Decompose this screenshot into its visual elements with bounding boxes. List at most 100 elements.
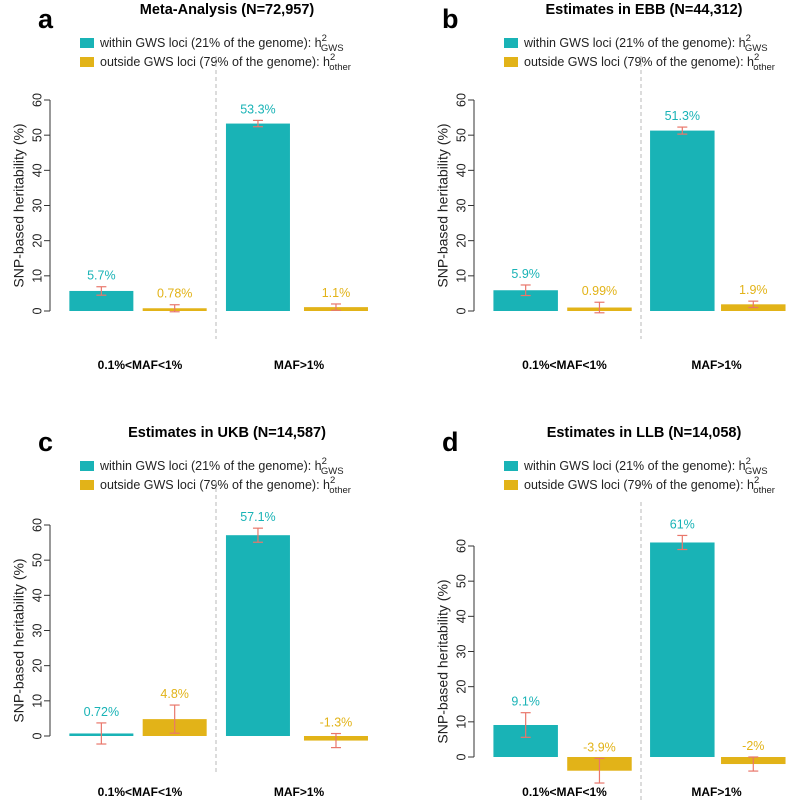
y-tick-label: 20 bbox=[30, 659, 44, 673]
legend-label-outside: outside GWS loci (79% of the genome): h2… bbox=[524, 475, 775, 496]
legend-label-outside: outside GWS loci (79% of the genome): h2… bbox=[100, 475, 351, 496]
legend-sub-outside: other bbox=[753, 62, 775, 73]
panel-c: c Estimates in UKB (N=14,587) within GWS l… bbox=[11, 425, 368, 799]
y-tick-label: 10 bbox=[454, 269, 468, 283]
bar-within-1 bbox=[650, 542, 715, 757]
y-tick-label: 10 bbox=[454, 715, 468, 729]
legend-text-outside: outside GWS loci (79% of the genome): h bbox=[100, 478, 330, 492]
y-tick-label: 20 bbox=[454, 234, 468, 248]
y-tick-label: 0 bbox=[454, 753, 468, 760]
y-tick-label: 20 bbox=[30, 234, 44, 248]
y-tick-label: 30 bbox=[454, 645, 468, 659]
value-label: 5.7% bbox=[87, 269, 116, 283]
y-tick-label: 0 bbox=[30, 732, 44, 739]
legend: within GWS loci (21% of the genome): h2 G… bbox=[504, 33, 775, 73]
legend-sub-outside: other bbox=[329, 485, 351, 496]
legend-sup-outside: 2 bbox=[330, 52, 335, 63]
y-tick-label: 50 bbox=[30, 128, 44, 142]
legend-sub-outside: other bbox=[753, 485, 775, 496]
legend-text-outside: outside GWS loci (79% of the genome): h bbox=[100, 55, 330, 69]
panel-letter: c bbox=[38, 427, 53, 457]
category-label: MAF>1% bbox=[691, 785, 742, 799]
legend-sub-within: GWS bbox=[745, 43, 768, 54]
legend-sub-within: GWS bbox=[745, 466, 768, 477]
value-label: -2% bbox=[742, 739, 764, 753]
category-label: 0.1%<MAF<1% bbox=[522, 358, 607, 372]
y-tick-label: 0 bbox=[30, 307, 44, 314]
y-tick-label: 50 bbox=[454, 128, 468, 142]
legend-label-within: within GWS loci (21% of the genome): h2 G… bbox=[99, 456, 344, 477]
panel-a: a Meta-Analysis (N=72,957) within GWS loci… bbox=[11, 2, 368, 372]
value-label: 0.72% bbox=[84, 705, 119, 719]
legend-sup-within: 2 bbox=[322, 456, 327, 467]
y-tick-label: 30 bbox=[454, 199, 468, 213]
y-axis: 0 10 20 30 40 50 60 bbox=[454, 93, 475, 314]
category-label: 0.1%<MAF<1% bbox=[98, 358, 183, 372]
y-tick-label: 50 bbox=[30, 553, 44, 567]
value-label: -1.3% bbox=[320, 716, 353, 730]
y-tick-label: 10 bbox=[30, 269, 44, 283]
legend-label-outside: outside GWS loci (79% of the genome): h2… bbox=[524, 52, 775, 73]
chart-title: Meta-Analysis (N=72,957) bbox=[140, 2, 315, 18]
y-tick-label: 40 bbox=[454, 163, 468, 177]
value-label: 51.3% bbox=[665, 109, 700, 123]
value-label: 4.8% bbox=[160, 687, 189, 701]
y-axis: 0 10 20 30 40 50 60 bbox=[30, 93, 51, 314]
value-label: 1.9% bbox=[739, 283, 768, 297]
panel-letter: a bbox=[38, 4, 54, 34]
chart-title: Estimates in LLB (N=14,058) bbox=[547, 425, 742, 441]
legend-text-outside: outside GWS loci (79% of the genome): h bbox=[524, 55, 754, 69]
y-axis-label: SNP-based heritability (%) bbox=[435, 123, 451, 287]
bar-within-1 bbox=[225, 123, 290, 311]
legend-sup-outside: 2 bbox=[754, 475, 759, 486]
y-tick-label: 50 bbox=[454, 574, 468, 588]
value-label: 0.78% bbox=[157, 287, 192, 301]
value-label: -3.9% bbox=[583, 740, 616, 754]
legend-text-outside: outside GWS loci (79% of the genome): h bbox=[524, 478, 754, 492]
y-tick-label: 20 bbox=[454, 680, 468, 694]
chart-title: Estimates in UKB (N=14,587) bbox=[128, 425, 326, 441]
y-axis: 0 10 20 30 40 50 60 bbox=[30, 518, 51, 739]
bar-within-1 bbox=[225, 535, 290, 736]
y-tick-label: 40 bbox=[454, 609, 468, 623]
category-label: 0.1%<MAF<1% bbox=[98, 785, 183, 799]
y-axis-label: SNP-based heritability (%) bbox=[11, 123, 27, 287]
legend-sup-within: 2 bbox=[746, 33, 751, 44]
legend-swatch-within bbox=[504, 38, 518, 48]
y-tick-label: 0 bbox=[454, 307, 468, 314]
y-tick-label: 10 bbox=[30, 694, 44, 708]
legend-label-within: within GWS loci (21% of the genome): h2 G… bbox=[523, 456, 768, 477]
value-label: 9.1% bbox=[511, 695, 540, 709]
legend-sup-outside: 2 bbox=[754, 52, 759, 63]
legend-sub-within: GWS bbox=[321, 466, 344, 477]
bar-within-1 bbox=[650, 130, 715, 311]
legend-swatch-outside bbox=[504, 57, 518, 67]
y-tick-label: 30 bbox=[30, 624, 44, 638]
legend: within GWS loci (21% of the genome): h2 G… bbox=[504, 456, 775, 496]
category-label: 0.1%<MAF<1% bbox=[522, 785, 607, 799]
value-label: 5.9% bbox=[511, 267, 540, 281]
y-axis-label: SNP-based heritability (%) bbox=[11, 558, 27, 722]
panel-letter: b bbox=[442, 4, 459, 34]
legend-swatch-outside bbox=[504, 480, 518, 490]
y-tick-label: 30 bbox=[30, 199, 44, 213]
legend: within GWS loci (21% of the genome): h 2 G… bbox=[80, 33, 351, 73]
y-tick-label: 60 bbox=[30, 518, 44, 532]
legend-sub-within: GWS bbox=[321, 43, 344, 54]
panel-b: b Estimates in EBB (N=44,312) within GWS l… bbox=[435, 2, 786, 372]
panel-d: d Estimates in LLB (N=14,058) within GWS l… bbox=[435, 425, 786, 801]
legend-text-within: within GWS loci (21% of the genome): h bbox=[99, 36, 322, 50]
legend-text-within: within GWS loci (21% of the genome): h bbox=[523, 459, 746, 473]
y-tick-label: 60 bbox=[454, 93, 468, 107]
legend-sup-within: 2 bbox=[746, 456, 751, 467]
legend-label-within: within GWS loci (21% of the genome): h2 G… bbox=[523, 33, 768, 54]
legend-swatch-within bbox=[80, 461, 94, 471]
value-label: 0.99% bbox=[582, 284, 617, 298]
y-tick-label: 60 bbox=[30, 93, 44, 107]
legend-sub-outside: other bbox=[329, 62, 351, 73]
category-label: MAF>1% bbox=[274, 785, 325, 799]
category-label: MAF>1% bbox=[274, 358, 325, 372]
y-axis: 0 10 20 30 40 50 60 bbox=[454, 539, 475, 760]
legend-label-within: within GWS loci (21% of the genome): h2 G… bbox=[99, 33, 344, 54]
y-tick-label: 40 bbox=[30, 163, 44, 177]
